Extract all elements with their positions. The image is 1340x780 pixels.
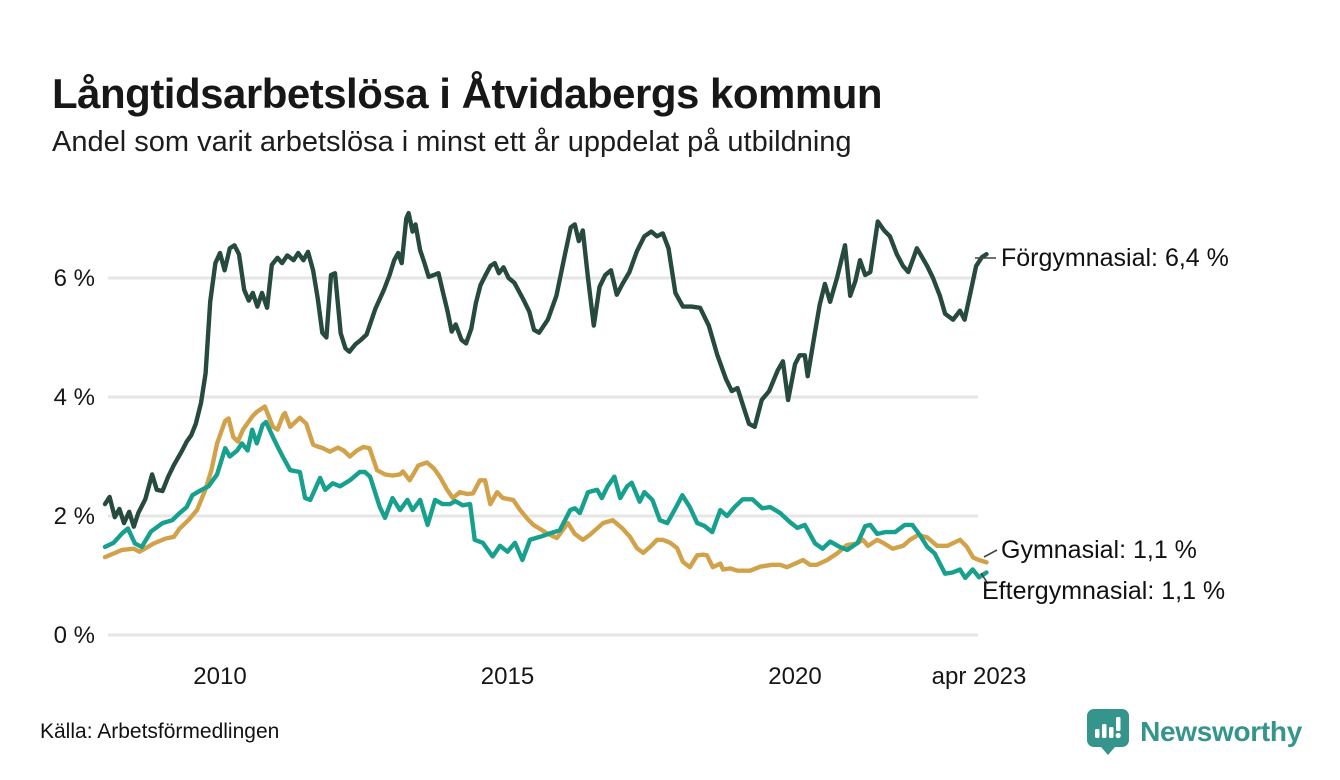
- y-axis-tick-label: 4 %: [54, 384, 95, 411]
- series-end-label-eftergymnasial: Eftergymnasial: 1,1 %: [982, 577, 1226, 605]
- brand-name: Newsworthy: [1140, 716, 1302, 747]
- series-end-label-forgymnasial: Förgymnasial: 6,4 %: [1001, 244, 1229, 272]
- y-axis-tick-label: 2 %: [54, 503, 95, 530]
- source-attribution: Källa: Arbetsförmedlingen: [40, 720, 280, 743]
- x-axis-tick-label: 2015: [481, 663, 534, 690]
- y-axis-tick-label: 0 %: [54, 622, 95, 649]
- x-axis-tick-label: 2010: [193, 663, 246, 690]
- series-line-eftergymnasial: [102, 419, 989, 581]
- newsworthy-branding: Newsworthy: [1086, 708, 1302, 756]
- x-axis-tick-label: 2020: [768, 663, 821, 690]
- series-line-gymnasial: [102, 404, 989, 573]
- x-axis-tick-label: apr 2023: [932, 663, 1027, 690]
- series-end-label-gymnasial: Gymnasial: 1,1 %: [1001, 536, 1197, 564]
- connector-eftergymnasial: [980, 572, 989, 585]
- bar-chart-badge-icon: [1087, 709, 1130, 755]
- page-title: Långtidsarbetslösa i Åtvidabergs kommun: [52, 70, 883, 118]
- series-line-förgymnasial: [102, 210, 989, 529]
- y-axis-tick-label: 6 %: [54, 265, 95, 292]
- chart-subtitle: Andel som varit arbetslösa i minst ett å…: [52, 126, 852, 158]
- connector-gymnasial: [983, 549, 998, 558]
